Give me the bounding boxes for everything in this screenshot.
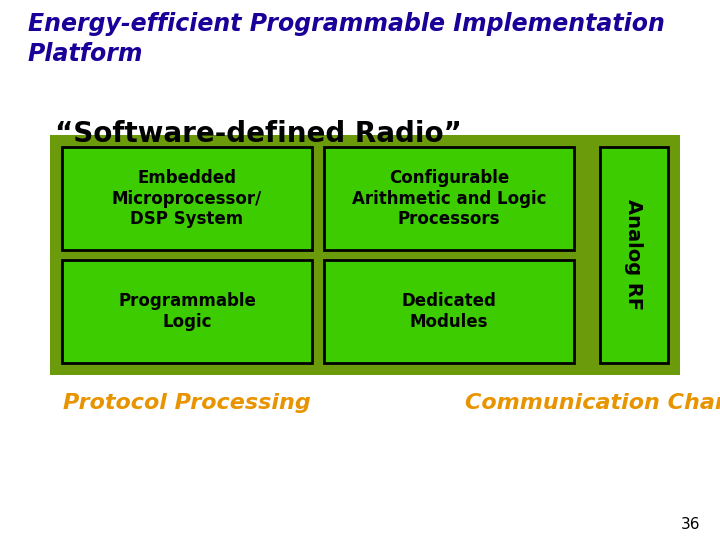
Text: Embedded
Microprocessor/
DSP System: Embedded Microprocessor/ DSP System <box>112 168 262 228</box>
Bar <box>62 147 312 250</box>
Text: 36: 36 <box>680 517 700 532</box>
Bar <box>324 260 574 363</box>
Text: Analog RF: Analog RF <box>624 199 644 310</box>
Text: Dedicated
Modules: Dedicated Modules <box>402 292 496 331</box>
Text: “Software-defined Radio”: “Software-defined Radio” <box>55 120 462 148</box>
Text: Configurable
Arithmetic and Logic
Processors: Configurable Arithmetic and Logic Proces… <box>352 168 546 228</box>
Bar <box>600 147 668 363</box>
Bar <box>50 135 680 375</box>
Bar <box>324 147 574 250</box>
Text: Programmable
Logic: Programmable Logic <box>118 292 256 331</box>
Text: Communication Channel: Communication Channel <box>465 393 720 413</box>
Text: Protocol Processing: Protocol Processing <box>63 393 311 413</box>
Text: Energy-efficient Programmable Implementation
Platform: Energy-efficient Programmable Implementa… <box>28 12 665 66</box>
Bar <box>62 260 312 363</box>
